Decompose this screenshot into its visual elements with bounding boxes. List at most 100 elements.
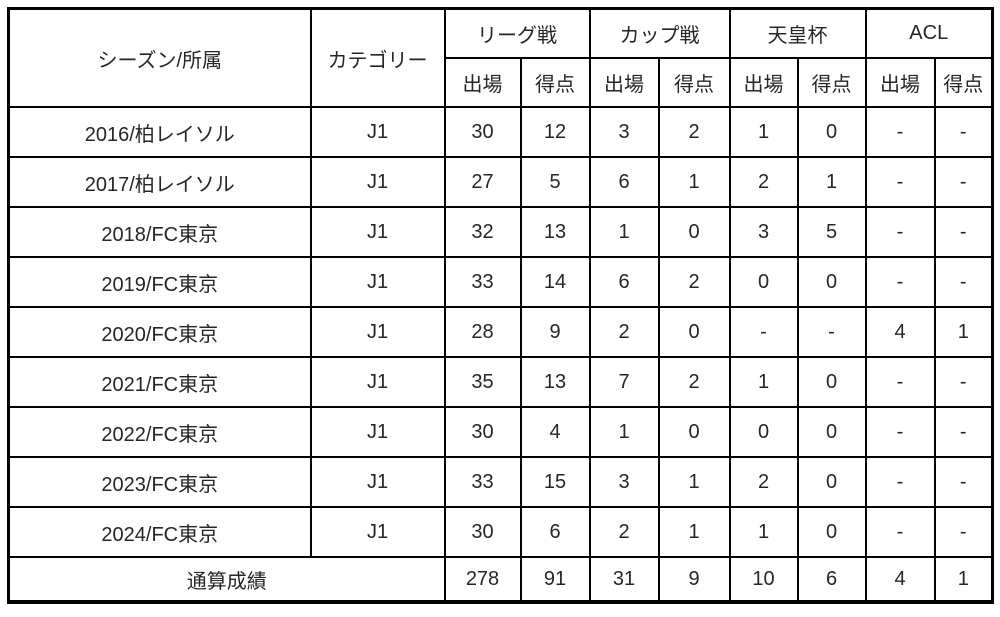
stat-cell: 30 [443, 506, 522, 558]
category-cell: J1 [309, 406, 446, 458]
stat-cell: 15 [519, 456, 591, 508]
stat-cell: 27 [443, 156, 522, 208]
total-stat-cell: 4 [864, 556, 936, 603]
stat-cell: 1 [728, 106, 799, 158]
stat-cell: 12 [519, 106, 591, 158]
season-cell: 2018/FC東京 [7, 206, 312, 258]
stat-cell: 4 [519, 406, 591, 458]
stat-cell: 2 [588, 506, 660, 558]
stat-cell: 1 [933, 306, 994, 358]
total-stat-cell: 6 [796, 556, 867, 603]
stat-cell: 35 [443, 356, 522, 408]
total-stat-cell: 278 [443, 556, 522, 603]
stat-cell: 0 [796, 356, 867, 408]
stat-cell: 3 [728, 206, 799, 258]
total-label: 通算成績 [7, 556, 446, 603]
sub-header-row: 出場 得点 出場 得点 出場 得点 出場 得点 [9, 57, 994, 108]
table-row: 2022/FC東京 J1 30 4 1 0 0 0- - [7, 406, 994, 458]
category-cell: J1 [309, 156, 446, 208]
cup-group-header: カップ戦 [588, 7, 731, 59]
season-cell: 2024/FC東京 [7, 506, 312, 558]
stat-cell: 7 [588, 356, 660, 408]
stat-cell: 14 [519, 256, 591, 308]
stat-cell: 9 [519, 306, 591, 358]
stat-cell: 0 [796, 256, 867, 308]
stat-cell: 0 [728, 406, 799, 458]
stat-cell: - [933, 256, 994, 308]
stat-cell: 28 [443, 306, 522, 358]
table-row: 2018/FC東京 J1 32 13 1 0 3 5- - [7, 206, 994, 258]
stat-cell: 30 [443, 406, 522, 458]
stat-cell: 6 [588, 156, 660, 208]
stat-cell: - [864, 406, 936, 458]
stat-cell: - [933, 106, 994, 158]
stat-cell: 2 [728, 156, 799, 208]
table-row: 2020/FC東京 J1 28 9 2 0- -4 1 [7, 306, 994, 358]
total-row: 通算成績 278 91 31 9 10 6 4 1 [7, 556, 994, 603]
season-cell: 2021/FC東京 [7, 356, 312, 408]
season-cell: 2016/柏レイソル [7, 106, 312, 158]
stat-cell: - [933, 506, 994, 558]
cup-goals-header: 得点 [657, 57, 731, 108]
emperors-cup-goals-header: 得点 [796, 57, 867, 108]
stat-cell: 0 [657, 206, 731, 258]
table-row: 2024/FC東京 J1 30 6 2 1 1 0- - [7, 506, 994, 558]
league-appearances-header: 出場 [443, 57, 522, 108]
stat-cell: - [933, 206, 994, 258]
stat-cell: 0 [657, 306, 731, 358]
stat-cell: - [933, 456, 994, 508]
stat-cell: 5 [796, 206, 867, 258]
stat-cell: 1 [588, 206, 660, 258]
stat-cell: 0 [657, 406, 731, 458]
category-header: カテゴリー [309, 7, 446, 108]
season-cell: 2019/FC東京 [7, 256, 312, 308]
table-row: 2023/FC東京 J1 33 15 3 1 2 0- - [7, 456, 994, 508]
table-row: 2017/柏レイソル J1 27 5 6 1 2 1- - [7, 156, 994, 208]
stat-cell: 33 [443, 256, 522, 308]
player-season-stats-table: シーズン/所属 カテゴリー リーグ戦 カップ戦 天皇杯 ACL 出場 得点 出場… [7, 7, 994, 604]
stat-cell: - [933, 156, 994, 208]
stat-cell: 1 [657, 456, 731, 508]
stat-cell: - [796, 306, 867, 358]
stat-cell: 1 [657, 506, 731, 558]
season-cell: 2022/FC東京 [7, 406, 312, 458]
table-body: 2016/柏レイソル J1 30 12 3 2 1 0- -2017/柏レイソル J1 27 5 6 1 2… [7, 106, 994, 558]
season-cell: 2023/FC東京 [7, 456, 312, 508]
stat-cell: 1 [796, 156, 867, 208]
season-cell: 2017/柏レイソル [7, 156, 312, 208]
stat-cell: 5 [519, 156, 591, 208]
emperors-cup-group-header: 天皇杯 [728, 7, 867, 59]
acl-group-header: ACL [864, 7, 994, 59]
total-stat-cell: 91 [519, 556, 591, 603]
category-cell: J1 [309, 106, 446, 158]
stat-cell: 0 [796, 406, 867, 458]
group-header-row: シーズン/所属 カテゴリー リーグ戦 カップ戦 天皇杯 ACL [7, 7, 994, 108]
stat-cell: 1 [728, 506, 799, 558]
stat-cell: 1 [588, 406, 660, 458]
season-cell: 2020/FC東京 [7, 306, 312, 358]
category-cell: J1 [309, 356, 446, 408]
stat-cell: - [933, 356, 994, 408]
stat-cell: 0 [796, 456, 867, 508]
stat-cell: 6 [588, 256, 660, 308]
stat-cell: 1 [657, 156, 731, 208]
total-stat-cell: 10 [728, 556, 799, 603]
stat-cell: - [864, 506, 936, 558]
category-cell: J1 [309, 206, 446, 258]
stat-cell: 2 [657, 106, 731, 158]
category-cell: J1 [309, 306, 446, 358]
stat-cell: 0 [796, 106, 867, 158]
category-cell: J1 [309, 256, 446, 308]
emperors-cup-appearances-header: 出場 [728, 57, 799, 108]
table-row: 2021/FC東京 J1 35 13 7 2 1 0- - [7, 356, 994, 408]
stat-cell: 2 [588, 306, 660, 358]
table-row: 2016/柏レイソル J1 30 12 3 2 1 0- - [7, 106, 994, 158]
stat-cell: 32 [443, 206, 522, 258]
stat-cell: 3 [588, 106, 660, 158]
stat-cell: - [864, 156, 936, 208]
stat-cell: - [864, 256, 936, 308]
season-header: シーズン/所属 [7, 7, 312, 108]
stat-cell: - [864, 206, 936, 258]
stat-cell: - [728, 306, 799, 358]
